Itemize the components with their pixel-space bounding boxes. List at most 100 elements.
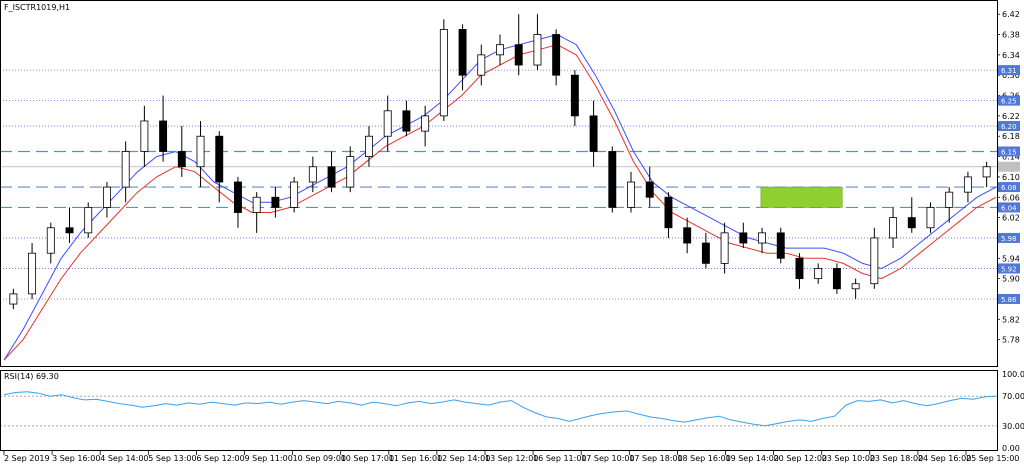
candle-body: [795, 257, 804, 280]
rsi-axis-label: 0.00: [1002, 444, 1020, 453]
price-axis-label: 6.10: [1002, 173, 1020, 182]
current-price-tag: [998, 161, 1020, 172]
candle-body: [477, 54, 486, 76]
price-level-tag-label: 5.98: [1001, 235, 1017, 243]
rsi-line: [3, 391, 997, 427]
time-axis-label: 25 Sep 15:00: [966, 454, 1019, 463]
candle-body: [308, 166, 317, 183]
price-level-tag: [998, 121, 1020, 132]
price-level-tag-label: 6.25: [1001, 98, 1017, 106]
candle-body: [683, 227, 692, 244]
candle-body: [608, 151, 617, 208]
price-axis-label: 6.38: [1002, 31, 1020, 40]
candle-body: [720, 232, 729, 264]
candle-body: [552, 34, 561, 76]
candle-body: [421, 115, 430, 132]
candle-body: [945, 191, 954, 208]
candlesticks: [9, 14, 991, 310]
time-axis-label: 16 Sep 11:00: [533, 454, 586, 463]
candle-body: [28, 252, 37, 295]
rsi-label: RSI(14) 69.30: [4, 372, 59, 381]
candle-body: [701, 242, 710, 264]
candle-body: [177, 151, 186, 168]
price-level-tag-label: 6.20: [1001, 123, 1017, 131]
candle-body: [645, 181, 654, 198]
candle-body: [234, 181, 242, 213]
time-axis-label: 20 Sep 12:00: [774, 454, 827, 463]
price-axis-label: 6.02: [1002, 214, 1020, 223]
candle-body: [589, 115, 598, 152]
candle-body: [140, 120, 149, 152]
candle-body: [215, 135, 224, 183]
time-axis-label: 5 Sep 13:00: [148, 454, 196, 463]
candle-body: [102, 186, 111, 208]
price-axis-label: 5.90: [1002, 275, 1020, 284]
price-level-tag: [998, 293, 1020, 304]
symbol-label: F_ISCTR1019,H1: [4, 3, 70, 12]
candle-body: [664, 196, 673, 229]
time-axis: 2 Sep 2019 3 Sep 16:00 4 Sep 14:00 5 Sep 13…: [3, 451, 1019, 463]
time-axis-label: 3 Sep 16:00: [52, 454, 100, 463]
candle-body: [870, 237, 879, 285]
candle-body: [365, 135, 373, 157]
price-level-tag-label: 6.04: [1001, 204, 1017, 212]
candle-body: [159, 120, 168, 152]
time-axis-label: 11 Sep 16:00: [389, 454, 442, 463]
price-axis-label: 6.34: [1002, 51, 1020, 60]
time-axis-label: 10 Sep 17:00: [341, 454, 394, 463]
candle-body: [46, 227, 55, 254]
rsi-axis-label: 30.00: [1002, 422, 1024, 431]
price-level-tag-label: 5.92: [1001, 265, 1017, 273]
time-axis-label: 19 Sep 14:00: [726, 454, 779, 463]
price-axis-label: 6.18: [1002, 132, 1020, 141]
candle-body: [533, 34, 542, 66]
candle-body: [383, 110, 392, 137]
candle-body: [832, 268, 841, 290]
price-axis-label: 6.06: [1002, 193, 1020, 202]
price-axis-label: 6.22: [1002, 112, 1020, 121]
price-axis-label: 6.42: [1002, 10, 1020, 19]
candle-body: [65, 227, 74, 234]
candle-body: [758, 232, 766, 244]
time-axis-label: 6 Sep 12:00: [196, 454, 244, 463]
price-level-tag-label: 6.08: [1001, 184, 1017, 192]
candle-body: [9, 293, 18, 305]
candle-body: [496, 44, 504, 56]
price-axis-label: 6.30: [1002, 71, 1020, 80]
time-axis-label: 24 Sep 16:00: [918, 454, 971, 463]
price-level-tag: [998, 202, 1020, 213]
rsi-axis-label: 70.00: [1002, 392, 1024, 401]
time-axis-label: 12 Sep 14:00: [437, 454, 490, 463]
candle-body: [907, 217, 916, 229]
price-level-tag-label: 5.86: [1001, 296, 1017, 304]
candle-body: [84, 207, 93, 234]
price-level-tag: [998, 65, 1020, 76]
candle-body: [252, 196, 261, 213]
time-axis-label: 9 Sep 11:00: [245, 454, 293, 463]
candle-body: [982, 166, 991, 178]
rsi-plot-frame: [0, 370, 998, 451]
time-axis-label: 10 Sep 09:00: [293, 454, 346, 463]
price-axis-label: 6.14: [1002, 153, 1020, 162]
price-level-tags: 6.31 6.25 6.20 6.15 6.08 6.04 5.98 5.92 5.86: [998, 65, 1020, 304]
candle-body: [776, 232, 785, 259]
candle-body: [121, 151, 130, 188]
price-axis-label: 5.78: [1002, 336, 1020, 345]
time-axis-label: 2 Sep 2019: [4, 454, 50, 463]
time-axis-label: 18 Sep 16:00: [677, 454, 730, 463]
candle-body: [439, 29, 448, 117]
time-axis-label: 4 Sep 14:00: [100, 454, 148, 463]
candle-body: [327, 166, 336, 188]
price-level-tag-label: 6.15: [1001, 148, 1017, 156]
time-axis-label: 23 Sep 10:00: [822, 454, 875, 463]
price-level-tag: [998, 182, 1020, 193]
candle-body: [402, 110, 411, 132]
candle-body: [458, 29, 467, 76]
price-level-tag: [998, 232, 1020, 243]
rsi-axis-label: 100.00: [1002, 370, 1024, 379]
candle-body: [570, 74, 579, 117]
price-axis-label: 5.82: [1002, 315, 1020, 324]
candle-body: [290, 181, 299, 208]
